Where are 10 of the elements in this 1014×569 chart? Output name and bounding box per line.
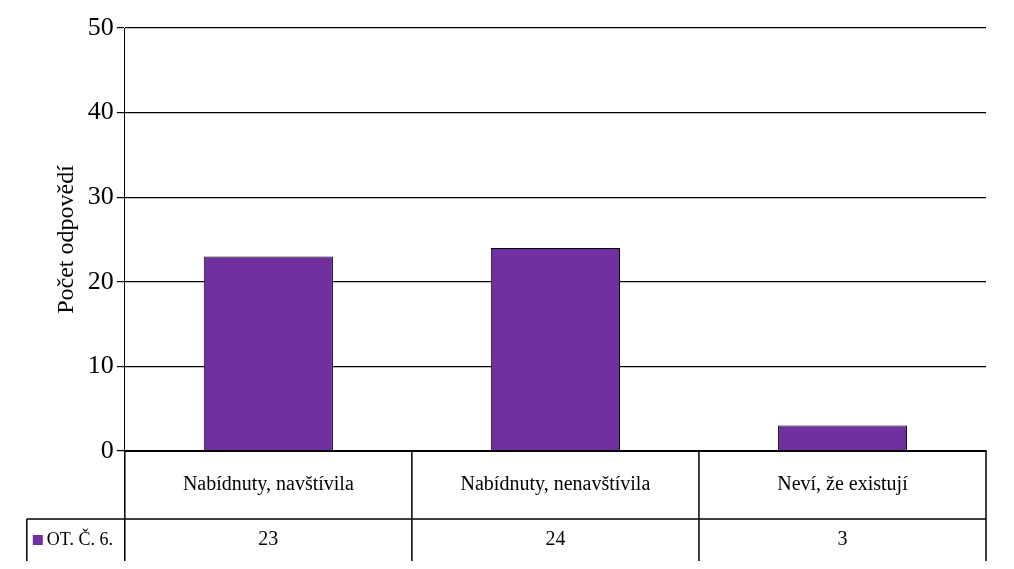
y-tick-label: 0 <box>100 434 114 464</box>
y-tick-label: 50 <box>87 11 114 41</box>
y-tick-label: 40 <box>87 96 114 126</box>
y-tick-label: 10 <box>87 350 114 380</box>
x-tick-label: Neví, že existují <box>777 472 909 496</box>
y-tick-label: 30 <box>87 181 114 211</box>
y-axis-title: Počet odpovědí <box>51 164 78 314</box>
y-tick-label: 20 <box>87 265 114 295</box>
x-tick-label: Nabídnuty, navštívila <box>182 472 354 496</box>
x-tick-label: Nabídnuty, nenavštívila <box>460 472 651 496</box>
